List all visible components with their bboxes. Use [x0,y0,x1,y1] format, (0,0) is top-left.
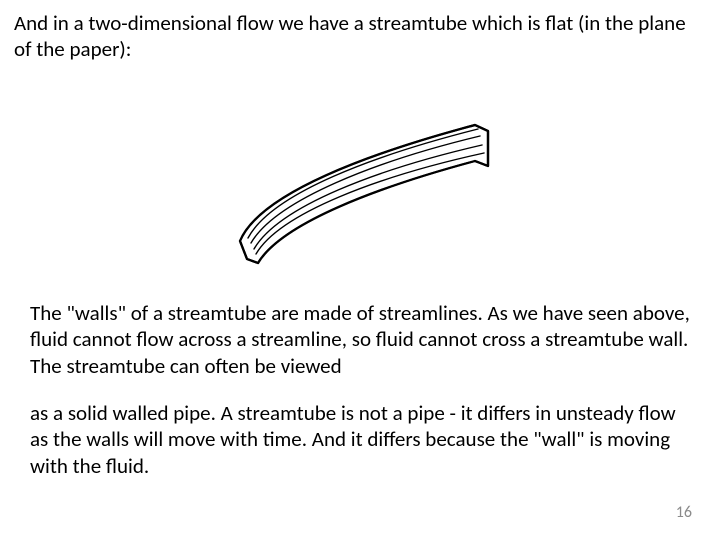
paragraph-intro: And in a two-dimensional flow we have a … [14,10,706,63]
paragraph-pipe: as a solid walled pipe. A streamtube is … [30,400,690,479]
slide-page: And in a two-dimensional flow we have a … [0,0,720,540]
figure-container [0,85,720,280]
paragraph-walls: The "walls" of a streamtube are made of … [30,300,690,379]
streamtube-diagram [210,93,510,273]
page-number: 16 [676,503,692,522]
